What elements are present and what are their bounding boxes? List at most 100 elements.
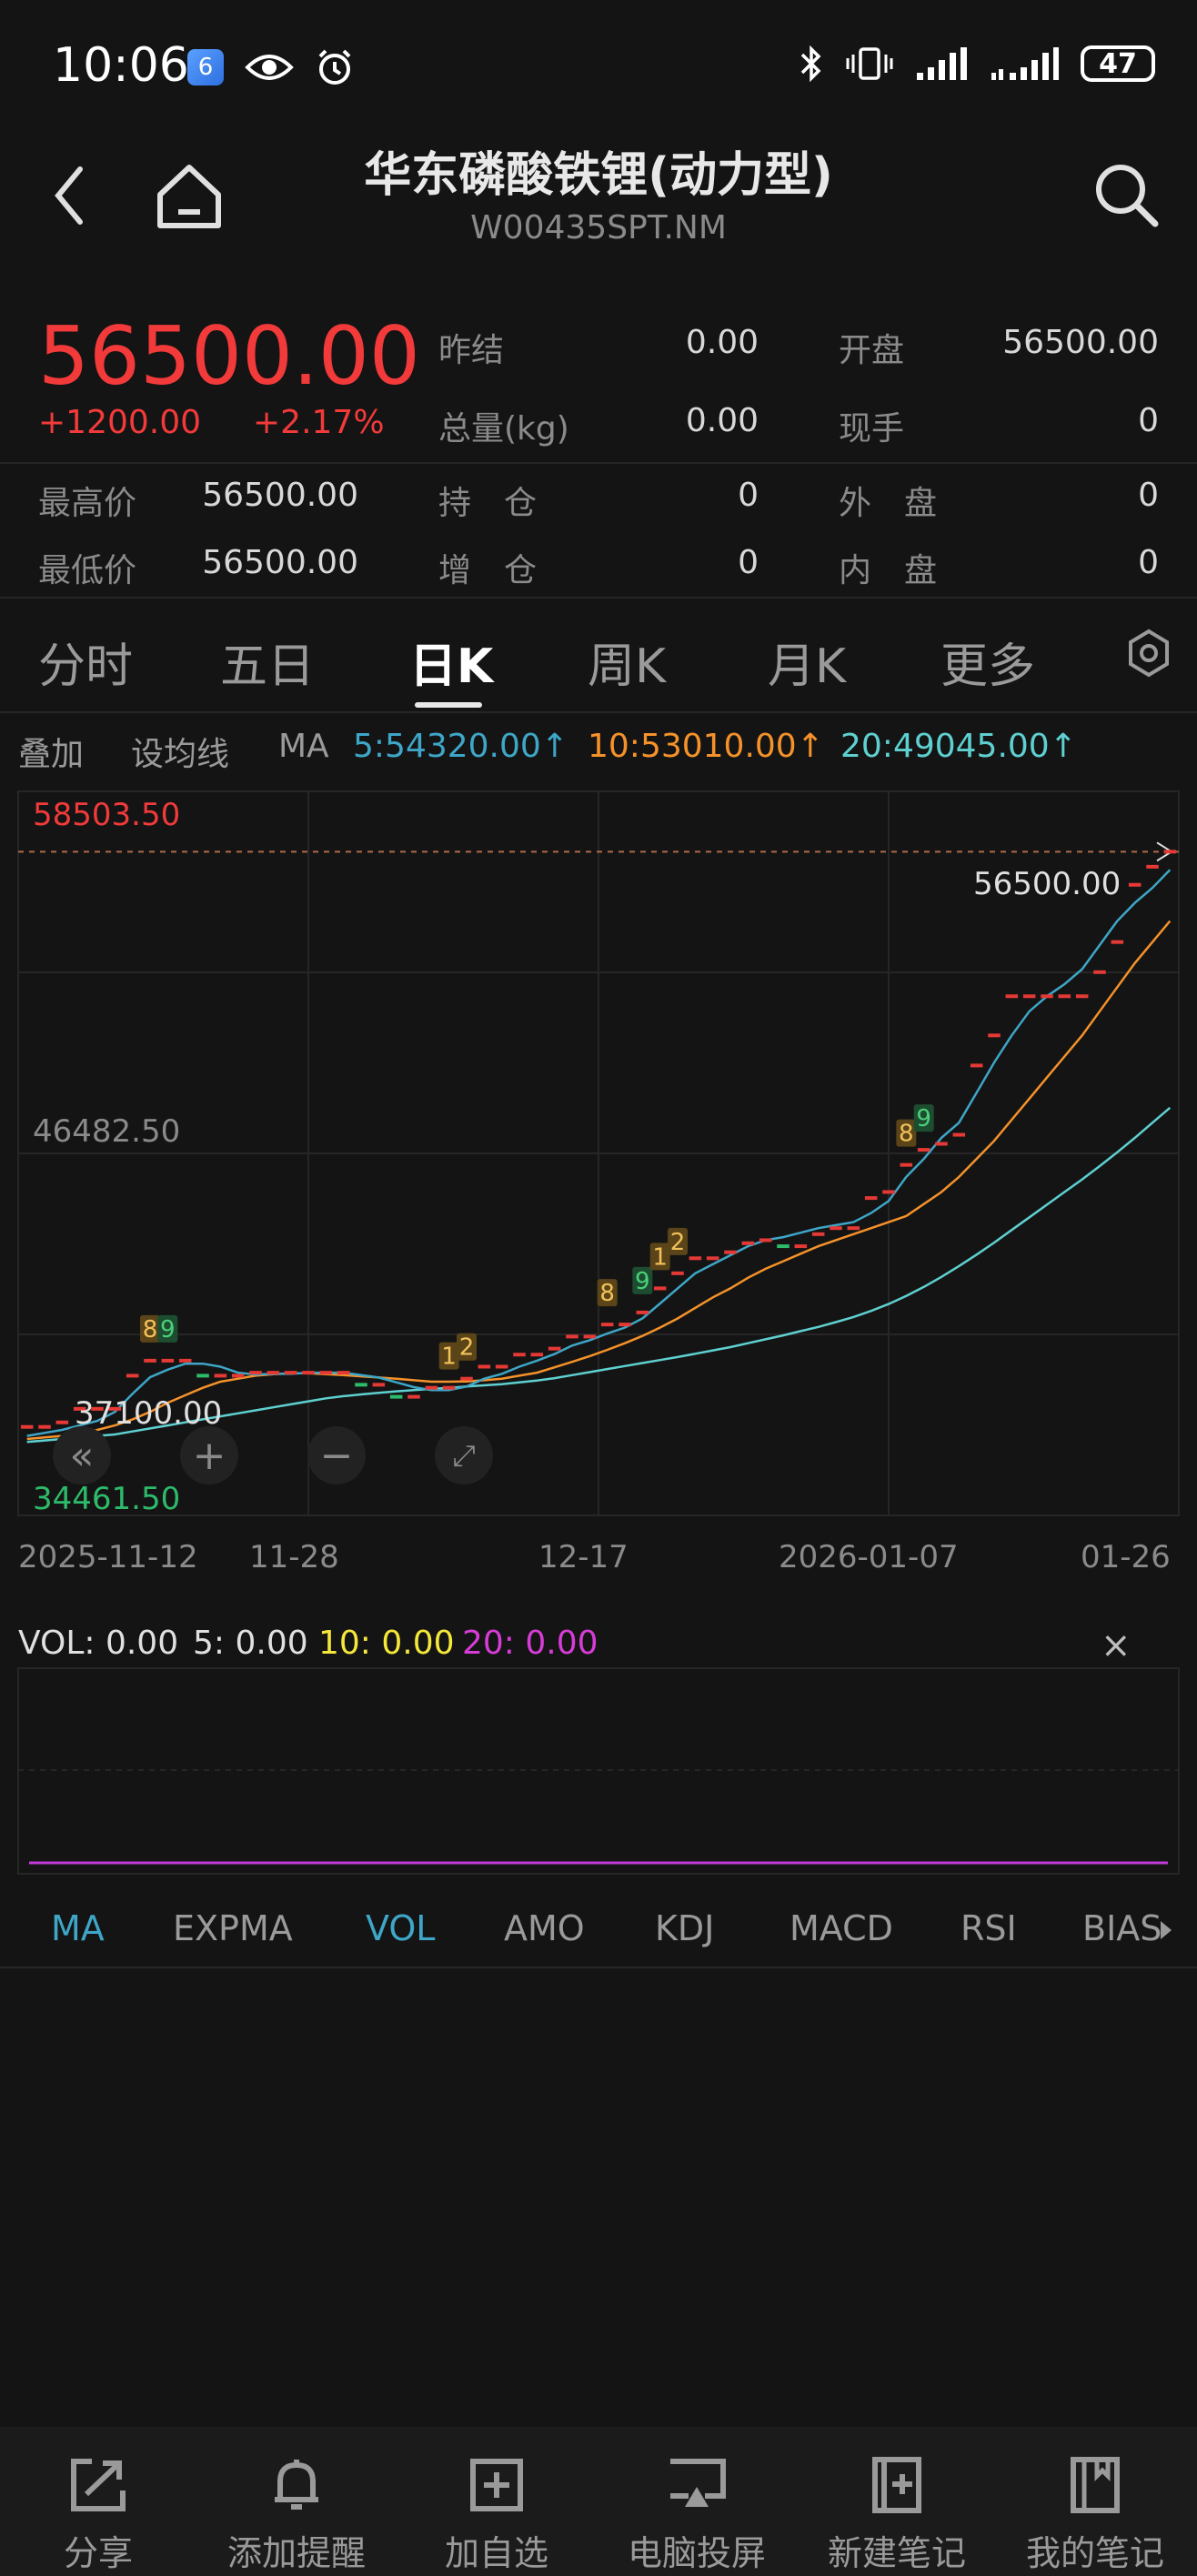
candle <box>1111 940 1124 944</box>
battery-icon: 47 <box>1081 45 1155 82</box>
nav-add-watchlist-label: 加自选 <box>444 2533 548 2573</box>
price-change: +1200.00 <box>38 404 202 441</box>
low-price-marker: 37100.00 <box>75 1395 223 1432</box>
candle <box>777 1244 790 1249</box>
zoom-in-button[interactable]: + <box>180 1426 238 1484</box>
candle <box>284 1371 297 1375</box>
vol-ma20: 20: 0.00 <box>462 1625 598 1662</box>
candle <box>882 1190 895 1194</box>
low-label: 最低价 <box>38 552 137 589</box>
outer-label: 外 盘 <box>839 485 938 522</box>
bottom-nav <box>0 2427 1197 2576</box>
candle <box>689 1256 702 1261</box>
candle <box>73 1406 86 1411</box>
signal-label: 9 <box>160 1316 176 1343</box>
nav-share-label: 分享 <box>63 2533 133 2573</box>
candle <box>794 1244 808 1249</box>
last-price: 56500.00 <box>38 309 420 403</box>
candle <box>144 1358 156 1363</box>
notebook-icon <box>1071 2457 1120 2513</box>
tab-weekly-k[interactable]: 周K <box>588 639 667 694</box>
position-value: 0 <box>738 477 759 514</box>
open-label: 开盘 <box>839 332 905 369</box>
candle <box>55 1420 69 1424</box>
nav-my-notes[interactable]: 我的笔记 <box>1004 2456 1186 2575</box>
overlay-button[interactable]: 叠加 <box>18 736 85 773</box>
high-label: 最高价 <box>38 485 137 522</box>
signal-badge <box>157 1314 178 1343</box>
signal-icon <box>917 47 967 80</box>
candle <box>759 1238 772 1243</box>
candle <box>460 1376 473 1381</box>
vol-value: VOL: 0.00 <box>18 1625 179 1662</box>
bell-icon <box>275 2460 318 2510</box>
signal-badge <box>457 1333 477 1361</box>
candle <box>389 1394 403 1399</box>
nav-add-watchlist[interactable]: 加自选 <box>406 2456 588 2575</box>
search-icon[interactable] <box>1091 160 1161 229</box>
candle <box>249 1371 262 1375</box>
tab-five-day[interactable]: 五日 <box>220 639 316 694</box>
prev-settle-value: 0.00 <box>685 324 759 361</box>
signal-badge <box>597 1279 618 1307</box>
alarm-icon <box>318 49 351 85</box>
candle <box>636 1310 649 1314</box>
signal-2-icon <box>991 47 1059 80</box>
tab-intraday[interactable]: 分时 <box>38 639 134 694</box>
signal-label: 1 <box>652 1243 668 1271</box>
candle <box>970 1063 983 1068</box>
zoom-out-button[interactable]: − <box>307 1426 366 1484</box>
divider <box>0 462 1197 464</box>
indicator-ma[interactable]: MA <box>51 1908 105 1948</box>
indicator-expma[interactable]: EXPMA <box>173 1908 293 1948</box>
tab-monthly-k[interactable]: 月K <box>768 639 847 694</box>
set-ma-button[interactable]: 设均线 <box>131 736 230 773</box>
tab-more[interactable]: 更多 <box>940 639 1036 694</box>
scroll-left-button[interactable]: « <box>53 1426 111 1484</box>
signal-label: 8 <box>899 1121 914 1148</box>
fullscreen-button[interactable]: ⤢ <box>435 1426 493 1484</box>
inner-label: 内 盘 <box>839 552 938 589</box>
indicator-vol[interactable]: VOL <box>366 1908 436 1948</box>
divider <box>0 1967 1197 1968</box>
chevron-right-icon[interactable] <box>1157 1917 1175 1943</box>
back-icon[interactable] <box>51 164 87 227</box>
divider <box>0 711 1197 713</box>
ma-label: MA <box>278 728 329 765</box>
nav-share[interactable]: 分享 <box>7 2456 189 2575</box>
candle <box>267 1371 280 1375</box>
indicator-macd[interactable]: MACD <box>790 1908 893 1948</box>
nav-new-note[interactable]: 新建笔记 <box>806 2456 988 2575</box>
bluetooth-icon <box>800 45 821 83</box>
candle <box>1075 994 1089 999</box>
price-change-pct: +2.17% <box>253 404 385 441</box>
signal-label: 9 <box>916 1105 931 1132</box>
candle <box>20 1424 34 1429</box>
nav-add-alert[interactable]: 添加提醒 <box>206 2456 387 2575</box>
indicator-kdj[interactable]: KDJ <box>655 1908 715 1948</box>
close-vol-button[interactable]: × <box>1101 1625 1132 1666</box>
low-value: 56500.00 <box>202 544 358 581</box>
open-value: 56500.00 <box>1002 324 1159 361</box>
vibrate-icon <box>846 47 893 80</box>
high-value: 56500.00 <box>202 477 358 514</box>
ma20-line <box>26 1106 1172 1444</box>
indicator-rsi[interactable]: RSI <box>961 1908 1017 1948</box>
home-icon[interactable] <box>155 162 224 231</box>
volume-value: 0.00 <box>685 402 759 439</box>
candle <box>653 1286 667 1291</box>
candle <box>372 1383 386 1387</box>
candle <box>864 1196 878 1201</box>
vol-ma10: 10: 0.00 <box>318 1625 455 1662</box>
indicator-bias[interactable]: BIAS <box>1082 1908 1162 1948</box>
candle <box>161 1358 175 1363</box>
active-tab-indicator <box>415 702 482 708</box>
nav-screen-cast[interactable]: 电脑投屏 <box>606 2456 788 2575</box>
candle <box>988 1033 1001 1038</box>
settings-icon[interactable] <box>1126 628 1172 679</box>
indicator-amo[interactable]: AMO <box>504 1908 585 1948</box>
signal-badge <box>438 1342 459 1370</box>
candle <box>126 1374 139 1378</box>
tab-daily-k[interactable]: 日K <box>409 639 494 694</box>
